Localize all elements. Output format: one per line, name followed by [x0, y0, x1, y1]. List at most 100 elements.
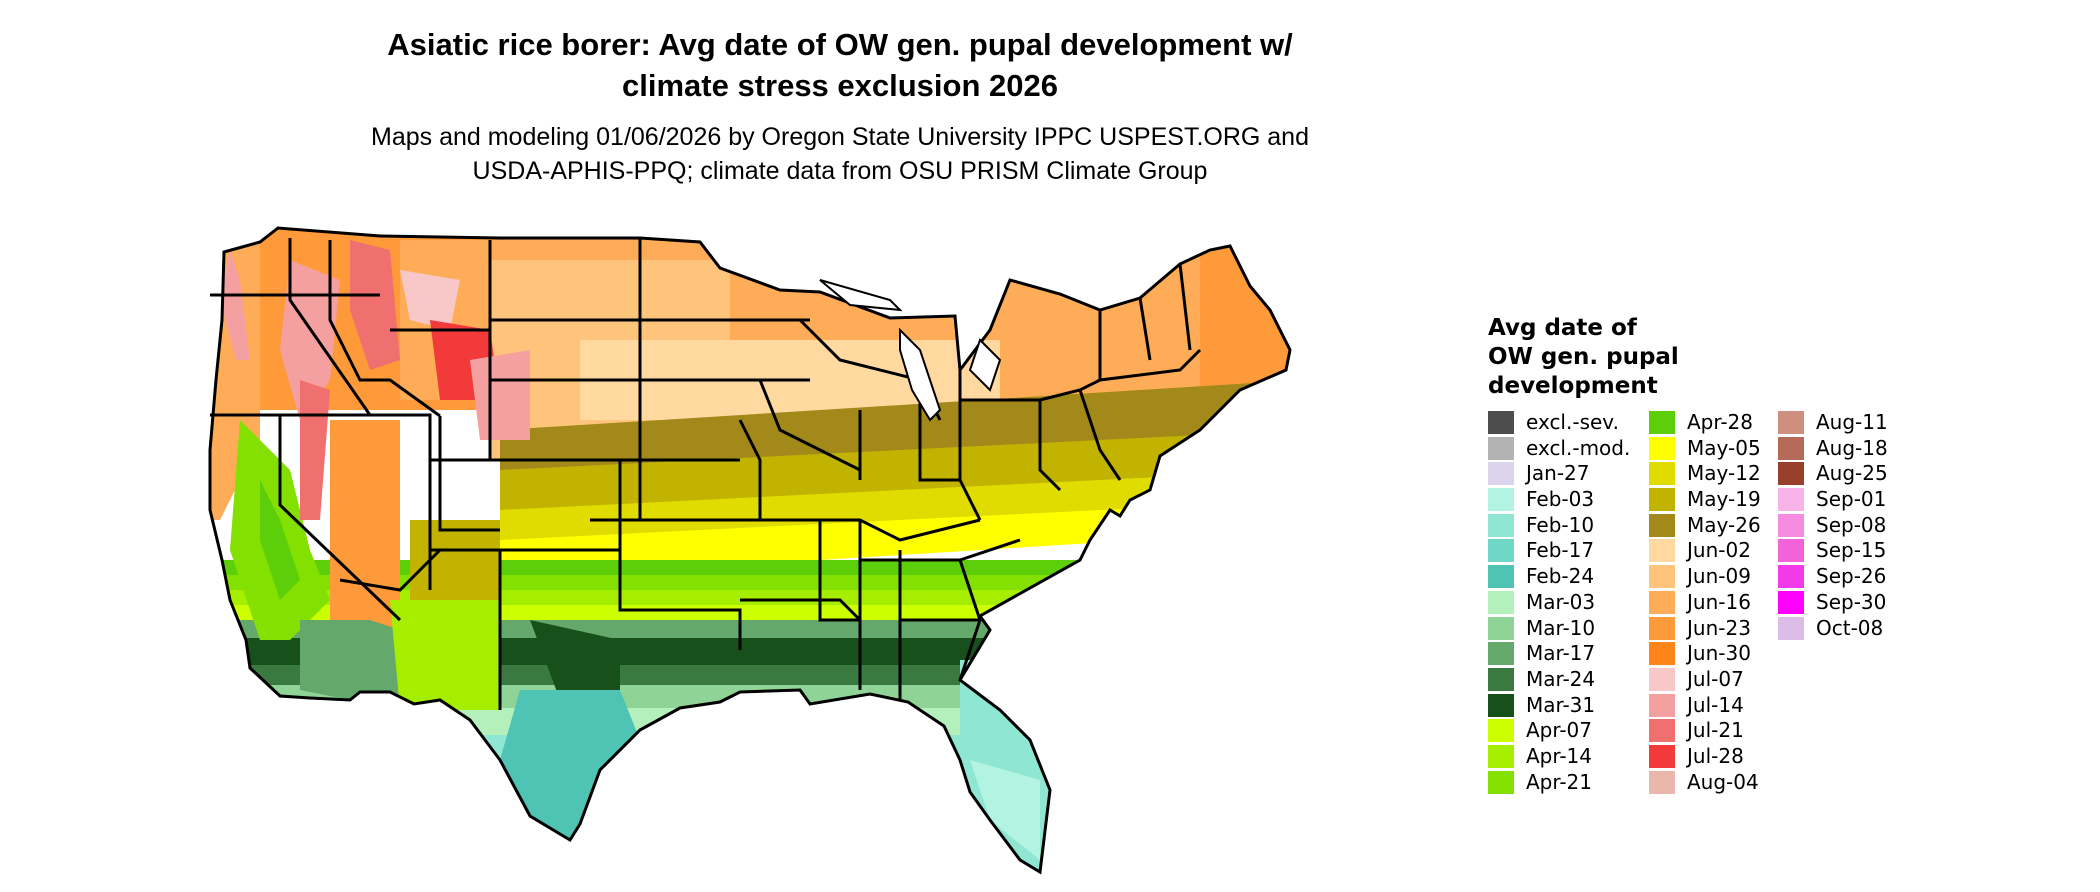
legend-label: Sep-26 [1816, 564, 1887, 589]
legend-swatch [1778, 436, 1804, 460]
legend-item: Jun-23 [1649, 616, 1789, 642]
legend-label: Apr-28 [1687, 410, 1753, 434]
legend-label: Aug-25 [1816, 461, 1888, 486]
legend-label: excl.-sev. [1526, 410, 1619, 434]
legend-label: Sep-30 [1816, 589, 1887, 614]
legend-swatch [1488, 488, 1514, 512]
legend-label: Jul-14 [1687, 692, 1744, 717]
legend-item: Aug-04 [1649, 770, 1789, 796]
legend-swatch [1649, 719, 1675, 743]
legend-swatch [1778, 616, 1804, 640]
legend-item: Jul-07 [1649, 667, 1789, 693]
legend-swatch [1488, 770, 1514, 794]
legend-label: excl.-mod. [1526, 435, 1631, 460]
map-title: Asiatic rice borer: Avg date of OW gen. … [240, 24, 1440, 106]
great-lakes [819, 279, 1002, 422]
legend-item: Jun-30 [1649, 641, 1789, 667]
legend-item: Jun-02 [1649, 538, 1789, 564]
legend-swatch [1488, 411, 1514, 434]
legend-swatch [1488, 693, 1514, 717]
legend-item: May-26 [1649, 513, 1789, 539]
legend-swatch [1649, 462, 1675, 486]
legend-item: Feb-17 [1488, 538, 1628, 564]
legend-label: Feb-03 [1526, 487, 1595, 512]
legend-label: Sep-15 [1816, 538, 1887, 563]
us-map [208, 226, 1292, 875]
legend-item: Jan-27 [1488, 461, 1628, 487]
legend-swatch [1488, 744, 1514, 768]
legend-swatch [1649, 744, 1675, 768]
legend-label: Jun-02 [1687, 538, 1751, 563]
legend-item: Apr-07 [1488, 718, 1628, 744]
legend-item: May-05 [1649, 436, 1789, 462]
legend-item: excl.-sev. [1488, 410, 1628, 436]
legend-swatch [1778, 539, 1804, 563]
legend-swatch [1488, 667, 1514, 691]
legend-item: Mar-24 [1488, 667, 1628, 693]
legend-item: Feb-03 [1488, 487, 1628, 513]
legend-label: Feb-17 [1526, 538, 1595, 563]
legend-label: Aug-04 [1687, 769, 1759, 794]
legend-swatch [1649, 616, 1675, 640]
legend-swatch [1649, 513, 1675, 537]
map-subtitle-line2: USDA-APHIS-PPQ; climate data from OSU PR… [472, 157, 1208, 185]
legend-swatch [1488, 565, 1514, 589]
legend-item: Sep-26 [1778, 564, 1918, 590]
legend-label: Sep-01 [1816, 487, 1887, 512]
legend-label: Mar-24 [1526, 666, 1596, 691]
legend-item: Mar-10 [1488, 616, 1628, 642]
legend-title: Avg date of OW gen. pupal development [1488, 314, 1748, 401]
legend-label: Sep-08 [1816, 512, 1887, 537]
legend-item: excl.-mod. [1488, 435, 1631, 462]
legend-item: Mar-31 [1488, 693, 1628, 719]
legend-label: Apr-07 [1526, 718, 1592, 743]
legend-label: Jun-30 [1687, 641, 1751, 666]
map-title-line2: climate stress exclusion 2026 [622, 68, 1058, 103]
legend-label: Aug-18 [1816, 435, 1888, 460]
legend-label: Mar-17 [1526, 641, 1596, 666]
legend-label: Jun-16 [1687, 589, 1751, 614]
legend-label: May-12 [1687, 461, 1761, 486]
legend-label: Mar-03 [1526, 589, 1596, 614]
legend-swatch [1488, 616, 1514, 640]
legend-label: Jun-23 [1687, 615, 1751, 640]
legend-item: Feb-24 [1488, 564, 1628, 590]
legend-column-3: Aug-11 Aug-18 Aug-25 Sep-01 Sep-08 Sep-15 Sep-… [1778, 410, 1918, 641]
legend-swatch [1649, 770, 1675, 794]
legend-swatch [1778, 488, 1804, 512]
legend-label: Jun-09 [1687, 564, 1751, 589]
legend-label: Jan-27 [1526, 461, 1590, 486]
legend-swatch [1649, 436, 1675, 460]
legend-item: Aug-18 [1778, 436, 1918, 462]
legend-item: Sep-30 [1778, 590, 1918, 616]
legend-swatch [1488, 436, 1514, 460]
legend-item: Jun-09 [1649, 564, 1789, 590]
legend-swatch [1778, 462, 1804, 486]
legend-item: Apr-14 [1488, 744, 1628, 770]
legend-swatch [1488, 719, 1514, 743]
map-subtitle: Maps and modeling 01/06/2026 by Oregon S… [240, 120, 1440, 188]
legend-item: Sep-15 [1778, 538, 1918, 564]
legend-swatch [1488, 642, 1514, 666]
legend-label: May-05 [1687, 435, 1761, 460]
legend-label: Feb-10 [1526, 512, 1595, 537]
legend-swatch [1649, 411, 1675, 434]
legend-label: Mar-31 [1526, 692, 1596, 717]
legend-label: Aug-11 [1816, 410, 1888, 434]
legend-column-1: excl.-sev. excl.-mod. Jan-27 Feb-03 Feb-10 Fe… [1488, 410, 1631, 795]
legend-label: Feb-24 [1526, 564, 1595, 589]
legend-item: Jul-21 [1649, 718, 1789, 744]
legend-item: Aug-25 [1778, 461, 1918, 487]
legend-label: Mar-10 [1526, 615, 1596, 640]
legend-title-line2: OW gen. pupal [1488, 344, 1679, 370]
legend-swatch [1488, 539, 1514, 563]
legend-item: Mar-17 [1488, 641, 1628, 667]
legend-swatch [1488, 462, 1514, 486]
legend-item: Jul-28 [1649, 744, 1789, 770]
legend-swatch [1488, 590, 1514, 614]
legend-swatch [1649, 693, 1675, 717]
legend-item: Jul-14 [1649, 693, 1789, 719]
legend-item: Sep-08 [1778, 513, 1918, 539]
legend-title-line3: development [1488, 373, 1658, 399]
legend-item: Oct-08 [1778, 616, 1918, 642]
